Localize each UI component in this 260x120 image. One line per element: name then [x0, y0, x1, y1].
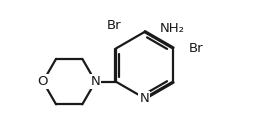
Text: N: N	[140, 92, 149, 105]
Text: NH₂: NH₂	[160, 22, 185, 35]
Text: Br: Br	[188, 42, 203, 55]
Text: N: N	[90, 75, 100, 88]
Text: O: O	[38, 75, 48, 88]
Text: Br: Br	[107, 19, 121, 32]
